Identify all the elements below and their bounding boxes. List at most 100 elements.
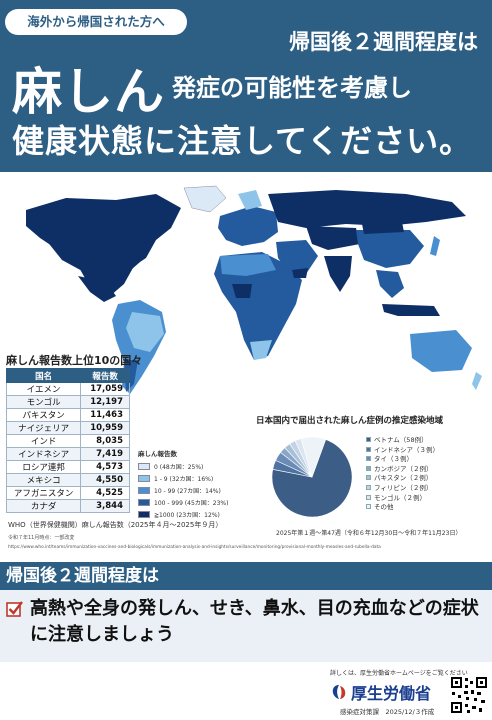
map-south-africa — [250, 340, 272, 360]
count-cell: 10,959 — [80, 421, 130, 435]
table-row: パキスタン 11,463 — [5, 408, 130, 422]
ministry-name: 厚生労働省 — [351, 684, 432, 703]
col-count-header: 報告数 — [80, 368, 130, 383]
count-cell: 8,035 — [80, 434, 130, 448]
header-line3: 健康状態に注意してください。 — [12, 122, 473, 160]
pie-legend-swatch — [366, 437, 371, 442]
pie-legend: ベトナム（58例） インドネシア（３例） タイ（３例） カンボジア（２例） パキスタン（… — [366, 436, 439, 513]
table-row: インドネシア 7,419 — [5, 447, 130, 461]
pie-legend-label: その他 — [374, 503, 394, 512]
ranking-table: 国名 報告数 イエメン 17,059 モンゴル 12,197 パキスタン 11,463… — [5, 368, 130, 513]
pie-title: 日本国内で届出された麻しん症例の推定感染地域 — [256, 416, 444, 426]
legend-label: ≧1000 (23カ国：12%) — [154, 512, 220, 519]
pie-legend-swatch — [366, 504, 371, 510]
country-cell: インドネシア — [5, 447, 82, 461]
pie-legend-item: カンボジア（２例） — [366, 465, 439, 475]
pie-legend-swatch — [366, 494, 371, 500]
infection-region-pie — [271, 436, 353, 518]
count-cell: 7,419 — [80, 447, 130, 461]
ministry-logo: 厚生労働省 — [330, 680, 431, 704]
pie-legend-swatch — [366, 446, 371, 452]
pie-legend-label: モンゴル（２例） — [374, 493, 426, 502]
pie-legend-swatch — [366, 456, 371, 462]
pie-legend-item: パキスタン（２例） — [366, 474, 439, 484]
pie-legend-item: ベトナム（58例） — [366, 436, 439, 446]
country-cell: インド — [5, 434, 82, 448]
map-nigeria — [232, 284, 252, 298]
map-indonesia — [382, 304, 440, 316]
pie-legend-label: カンボジア（２例） — [374, 464, 433, 473]
map-russia — [268, 190, 466, 228]
map-legend-title: 麻しん報告数 — [138, 450, 177, 458]
footer-id: 感染症対策課 2025/12/３作成 — [340, 708, 435, 716]
pie-legend-label: ベトナム（58例） — [374, 436, 428, 444]
pie-legend-label: インドネシア（３例） — [374, 445, 439, 454]
table-row: ロシア連邦 4,573 — [5, 460, 130, 474]
infection-region-pie-panel: 日本国内で届出された麻しん症例の推定感染地域 ベトナム（58例） インドネシア（３… — [256, 414, 488, 540]
source-url[interactable]: https://www.who.int/teams/immunization-v… — [8, 545, 381, 550]
country-cell: ロシア連邦 — [5, 460, 82, 474]
country-cell: モンゴル — [5, 395, 82, 409]
checkbox-icon — [6, 601, 23, 617]
ranking-table-title: 麻しん報告数上位10の国々 — [6, 354, 143, 367]
table-row: イエメン 17,059 — [5, 382, 130, 396]
table-row: アフガニスタン 4,525 — [5, 486, 130, 500]
symptom-text: 高熱や全身の発しん、せき、鼻水、目の充血などの症状に注意しましょう — [30, 598, 479, 645]
map-china — [356, 230, 424, 268]
map-japan — [430, 236, 440, 256]
header-banner: 海外から帰国された方へ 帰国後２週間程度は 麻しん 発症の可能性を考慮し 健康状… — [0, 0, 492, 172]
qr-code-icon[interactable] — [450, 676, 488, 714]
legend-swatch — [138, 475, 150, 482]
count-cell: 17,059 — [80, 382, 130, 396]
map-scandinavia — [238, 190, 262, 210]
table-row: モンゴル 12,197 — [5, 395, 130, 409]
country-cell: メキシコ — [5, 473, 82, 487]
col-country-header: 国名 — [5, 368, 82, 383]
map-greenland — [183, 185, 227, 213]
map-new-zealand — [472, 372, 482, 390]
count-cell: 4,525 — [80, 486, 130, 500]
legend-item: 10 - 99 (27カ国：14%) — [138, 486, 248, 495]
legend-swatch — [138, 511, 150, 518]
legend-swatch — [138, 499, 150, 506]
pie-legend-swatch — [366, 465, 371, 471]
map-india — [324, 256, 352, 292]
legend-item: 1 - 9 (32カ国：16%) — [138, 474, 248, 483]
map-brazil — [126, 312, 164, 352]
count-cell: 4,573 — [80, 460, 130, 474]
pie-slice-8 — [300, 436, 327, 478]
header-line1: 帰国後２週間程度は — [289, 30, 478, 54]
legend-label: 10 - 99 (27カ国：14%) — [154, 488, 221, 495]
country-cell: パキスタン — [5, 408, 82, 422]
count-cell: 3,844 — [80, 499, 130, 513]
footer-note: 詳しくは、厚生労働省ホームページをご覧ください — [330, 670, 468, 677]
legend-item: ≧1000 (23カ国：12%) — [138, 510, 248, 519]
world-measles-map — [26, 185, 482, 394]
pie-legend-swatch — [366, 475, 371, 481]
table-row: カナダ 3,844 — [5, 499, 130, 513]
pie-legend-item: モンゴル（２例） — [366, 494, 439, 504]
table-row: ナイジェリア 10,959 — [5, 421, 130, 435]
pie-legend-item: その他 — [366, 503, 439, 513]
pie-legend-label: タイ（３例） — [374, 455, 413, 464]
pie-legend-label: フィリピン（２例） — [374, 483, 433, 492]
map-north-africa — [220, 254, 276, 276]
count-cell: 11,463 — [80, 408, 130, 422]
count-cell: 4,550 — [80, 473, 130, 487]
map-middle-east — [276, 240, 318, 274]
map-australia — [410, 330, 472, 372]
map-mexico — [78, 276, 116, 302]
pie-period-note: 2025年第１週〜第47週（令和６年12月30日〜令和７年11月23日） — [276, 530, 462, 537]
symptom-band: 帰国後２週間程度は 高熱や全身の発しん、せき、鼻水、目の充血などの症状に注意しま… — [0, 562, 492, 662]
pie-legend-item: インドネシア（３例） — [366, 446, 439, 456]
country-cell: イエメン — [5, 382, 82, 396]
map-yemen — [292, 268, 308, 278]
map-central-asia — [306, 226, 360, 250]
country-cell: ナイジェリア — [5, 421, 82, 435]
header-line2: 発症の可能性を考慮し — [172, 74, 412, 102]
pie-legend-swatch — [366, 484, 371, 490]
target-audience-tag: 海外から帰国された方へ — [5, 9, 187, 35]
band-title: 帰国後２週間程度は — [0, 562, 492, 590]
legend-item: 0 (48カ国：25%) — [138, 462, 248, 471]
ministry-logo-icon — [332, 685, 346, 699]
